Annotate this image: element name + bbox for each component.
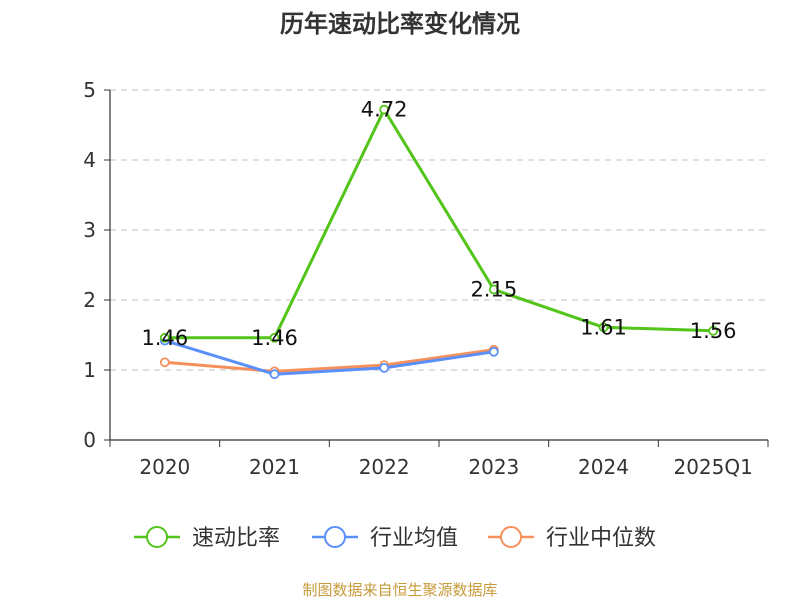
data-point <box>598 322 609 333</box>
y-tick-label: 3 <box>83 218 96 242</box>
axes: 0 1 2 3 4 5 2020 2021 2022 2023 2024 2025Q1 <box>83 78 769 479</box>
data-point <box>269 332 280 343</box>
y-tick-label: 0 <box>83 428 96 452</box>
data-label: 2.15 <box>470 278 517 302</box>
legend-label: 行业中位数 <box>546 526 656 551</box>
data-label: 4.72 <box>361 98 408 122</box>
legend-item: 行业中位数 <box>488 526 656 551</box>
data-label: 1.46 <box>251 326 298 350</box>
data-point <box>379 362 390 373</box>
legend-item: 速动比率 <box>134 526 280 551</box>
y-tick-label: 2 <box>83 288 96 312</box>
data-point <box>379 104 390 115</box>
series-line-0 <box>164 108 714 340</box>
series-line-2 <box>164 348 495 373</box>
data-label: 1.46 <box>141 326 188 350</box>
data-point <box>159 357 170 368</box>
legend-marker <box>324 526 346 548</box>
data-point <box>269 369 280 380</box>
data-label: 1.61 <box>580 315 627 339</box>
x-tick-label: 2022 <box>359 455 410 479</box>
series-layer <box>159 104 719 380</box>
legend: 速动比率 行业均值 行业中位数 <box>134 526 656 551</box>
series-line-1 <box>164 339 495 376</box>
x-tick-label: 2021 <box>249 455 300 479</box>
data-point <box>488 346 499 357</box>
y-tick-label: 4 <box>83 148 96 172</box>
data-label: 1.56 <box>690 319 737 343</box>
legend-marker <box>146 526 168 548</box>
y-tick-label: 5 <box>83 78 96 102</box>
legend-item: 行业均值 <box>312 526 458 551</box>
data-point <box>708 325 719 336</box>
x-tick-label: 2020 <box>139 455 190 479</box>
x-tick-label: 2024 <box>578 455 629 479</box>
data-labels: 1.46 1.46 4.72 2.15 1.61 1.56 <box>141 98 736 350</box>
y-tick-label: 1 <box>83 358 96 382</box>
x-tick-label: 2023 <box>468 455 519 479</box>
x-tick-label: 2025Q1 <box>673 455 752 479</box>
legend-marker <box>500 526 522 548</box>
chart-title: 历年速动比率变化情况 <box>280 10 520 38</box>
legend-label: 速动比率 <box>192 526 280 551</box>
legend-label: 行业均值 <box>370 526 458 551</box>
source-note: 制图数据来自恒生聚源数据库 <box>302 581 497 599</box>
data-point <box>488 284 499 295</box>
data-point <box>159 332 170 343</box>
